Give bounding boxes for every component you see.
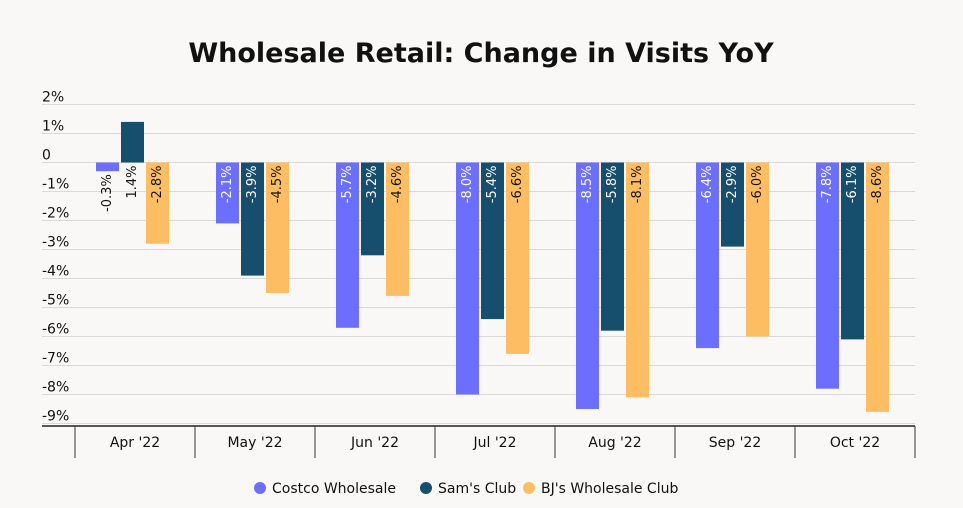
y-tick-label: -2%	[42, 206, 69, 222]
bar-value-label: -3.9%	[245, 166, 260, 204]
bar	[841, 162, 864, 340]
bar-value-label: -0.3%	[100, 174, 115, 212]
y-tick-label: 1%	[42, 119, 64, 135]
bar-value-label: -6.6%	[510, 166, 525, 204]
y-tick-label: -6%	[42, 322, 69, 338]
bar	[266, 162, 289, 293]
y-tick-label: -8%	[42, 380, 69, 396]
bar	[746, 162, 769, 337]
bar	[241, 162, 264, 276]
bar-value-label: -8.5%	[580, 166, 595, 204]
y-tick-label: -5%	[42, 293, 69, 309]
legend-label: Costco Wholesale	[272, 481, 396, 497]
x-tick-label: Apr '22	[110, 435, 160, 451]
bar	[121, 121, 144, 163]
bar-value-label: -6.1%	[845, 166, 860, 204]
y-tick-label: -4%	[42, 264, 69, 280]
bar	[696, 162, 719, 349]
bar	[146, 162, 169, 244]
y-tick-label: -9%	[42, 409, 69, 425]
legend: Costco Wholesale Sam's Club BJ's Wholesale…	[254, 481, 678, 497]
legend-label: BJ's Wholesale Club	[541, 481, 678, 497]
bar-value-label: -4.6%	[390, 166, 405, 204]
bar-value-label: -2.1%	[220, 166, 235, 204]
bar-labels: -0.3% -2.1% -5.7% -8.0% -8.5% -6.4% -7.8%1.4% -…	[100, 166, 885, 212]
bar	[216, 162, 239, 224]
bar-value-label: -4.5%	[270, 166, 285, 204]
chart-title: Wholesale Retail: Change in Visits YoY	[188, 38, 774, 69]
y-tick-label: -1%	[42, 177, 69, 193]
bar	[866, 162, 889, 412]
bar-value-label: -2.9%	[725, 166, 740, 204]
bar-value-label: -5.7%	[340, 166, 355, 204]
bar	[601, 162, 624, 331]
bar-value-label: -7.8%	[820, 166, 835, 204]
y-axis-ticks: 2% 1% 0 -1% -2% -3% -4% -5% -6% -7% -8% -9%	[42, 90, 69, 425]
legend-swatch	[420, 482, 432, 494]
bar-value-label: -5.8%	[605, 166, 620, 204]
y-tick-label: -7%	[42, 351, 69, 367]
bar-value-label: -6.0%	[750, 166, 765, 204]
x-tick-label: Jul '22	[472, 435, 516, 451]
bar-value-label: -8.1%	[630, 166, 645, 204]
bar-value-label: -5.4%	[485, 166, 500, 204]
legend-swatch	[523, 482, 535, 494]
bar	[361, 162, 384, 256]
x-tick-label: May '22	[227, 435, 282, 451]
x-tick-label: Oct '22	[830, 435, 880, 451]
bar-value-label: -2.8%	[150, 166, 165, 204]
bar	[721, 162, 744, 247]
bar-value-label: -8.6%	[870, 166, 885, 204]
bar	[456, 162, 479, 395]
bar	[576, 162, 599, 409]
legend-label: Sam's Club	[438, 481, 516, 497]
bar-value-label: -3.2%	[365, 166, 380, 204]
bar	[386, 162, 409, 296]
x-axis: Apr '22 May '22 Jun '22 Jul '22 Aug '22 Sep '…	[42, 425, 916, 458]
bar-value-label: -8.0%	[460, 166, 475, 204]
x-tick-label: Jun '22	[350, 435, 399, 451]
bar-value-label: -6.4%	[700, 166, 715, 204]
bar	[336, 162, 359, 328]
y-tick-label: 2%	[42, 90, 64, 106]
bar	[96, 162, 119, 172]
bar	[816, 162, 839, 389]
bar-value-label: 1.4%	[125, 166, 140, 199]
y-tick-label: 0	[42, 148, 51, 164]
bars	[96, 121, 889, 412]
legend-swatch	[254, 482, 266, 494]
bar	[626, 162, 649, 398]
x-tick-label: Sep '22	[709, 435, 762, 451]
bar	[481, 162, 504, 320]
x-tick-label: Aug '22	[588, 435, 641, 451]
bar	[506, 162, 529, 354]
y-tick-label: -3%	[42, 235, 69, 251]
